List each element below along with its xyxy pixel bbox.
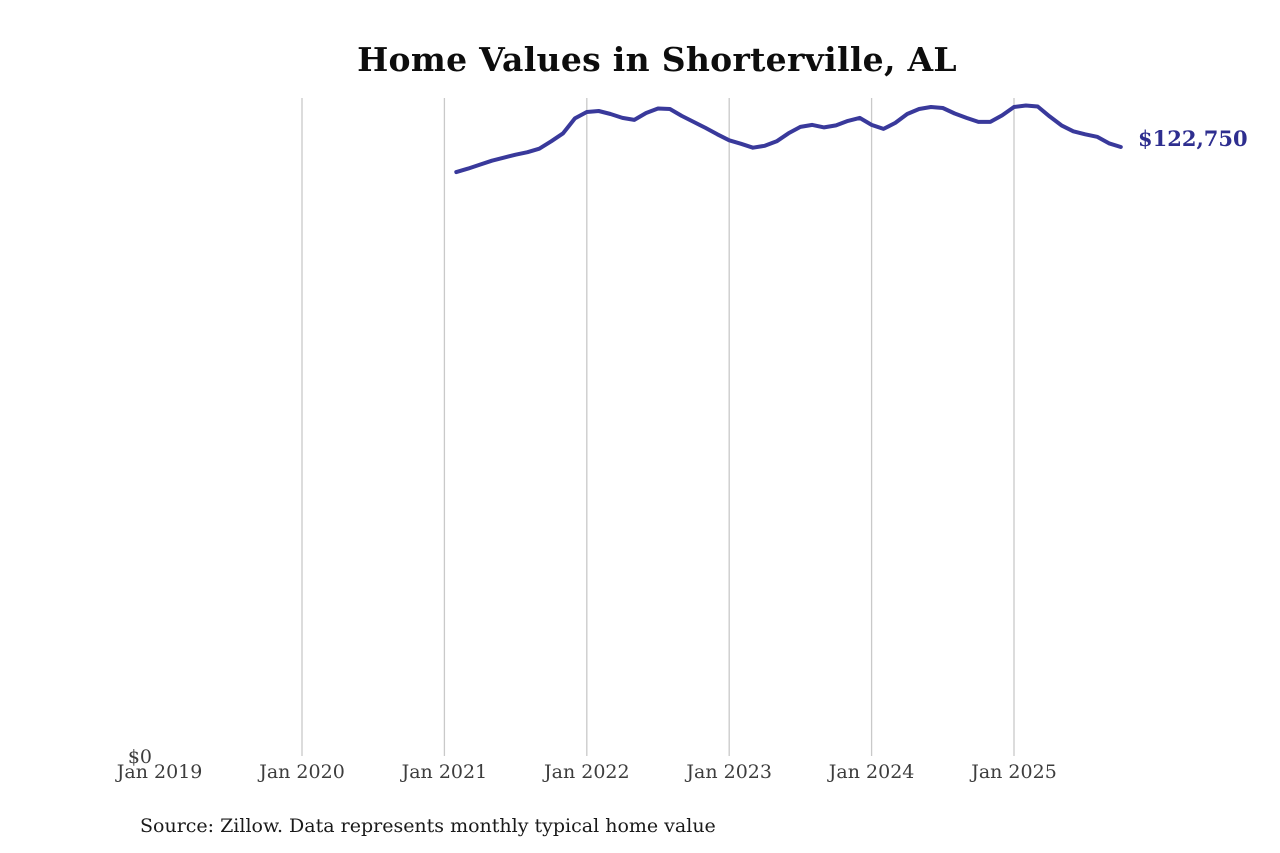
chart-title: Home Values in Shorterville, AL: [357, 40, 957, 79]
x-axis-tick-label-2023: Jan 2023: [686, 761, 772, 783]
source-note: Source: Zillow. Data represents monthly …: [140, 815, 716, 837]
latest-value-label: $122,750: [1138, 126, 1248, 151]
x-axis-tick-label-2020: Jan 2020: [259, 761, 345, 783]
y-axis-tick-label-zero: $0: [127, 746, 152, 768]
x-axis-tick-label-2019: Jan 2019: [116, 761, 203, 783]
x-axis-tick-label-2024: Jan 2024: [828, 761, 915, 783]
x-axis-tick-label-2025: Jan 2025: [971, 761, 1057, 783]
x-axis-tick-label-2021: Jan 2021: [401, 761, 488, 783]
home-value-line-series: [454, 103, 1123, 175]
x-axis-tick-label-2022: Jan 2022: [544, 761, 630, 783]
